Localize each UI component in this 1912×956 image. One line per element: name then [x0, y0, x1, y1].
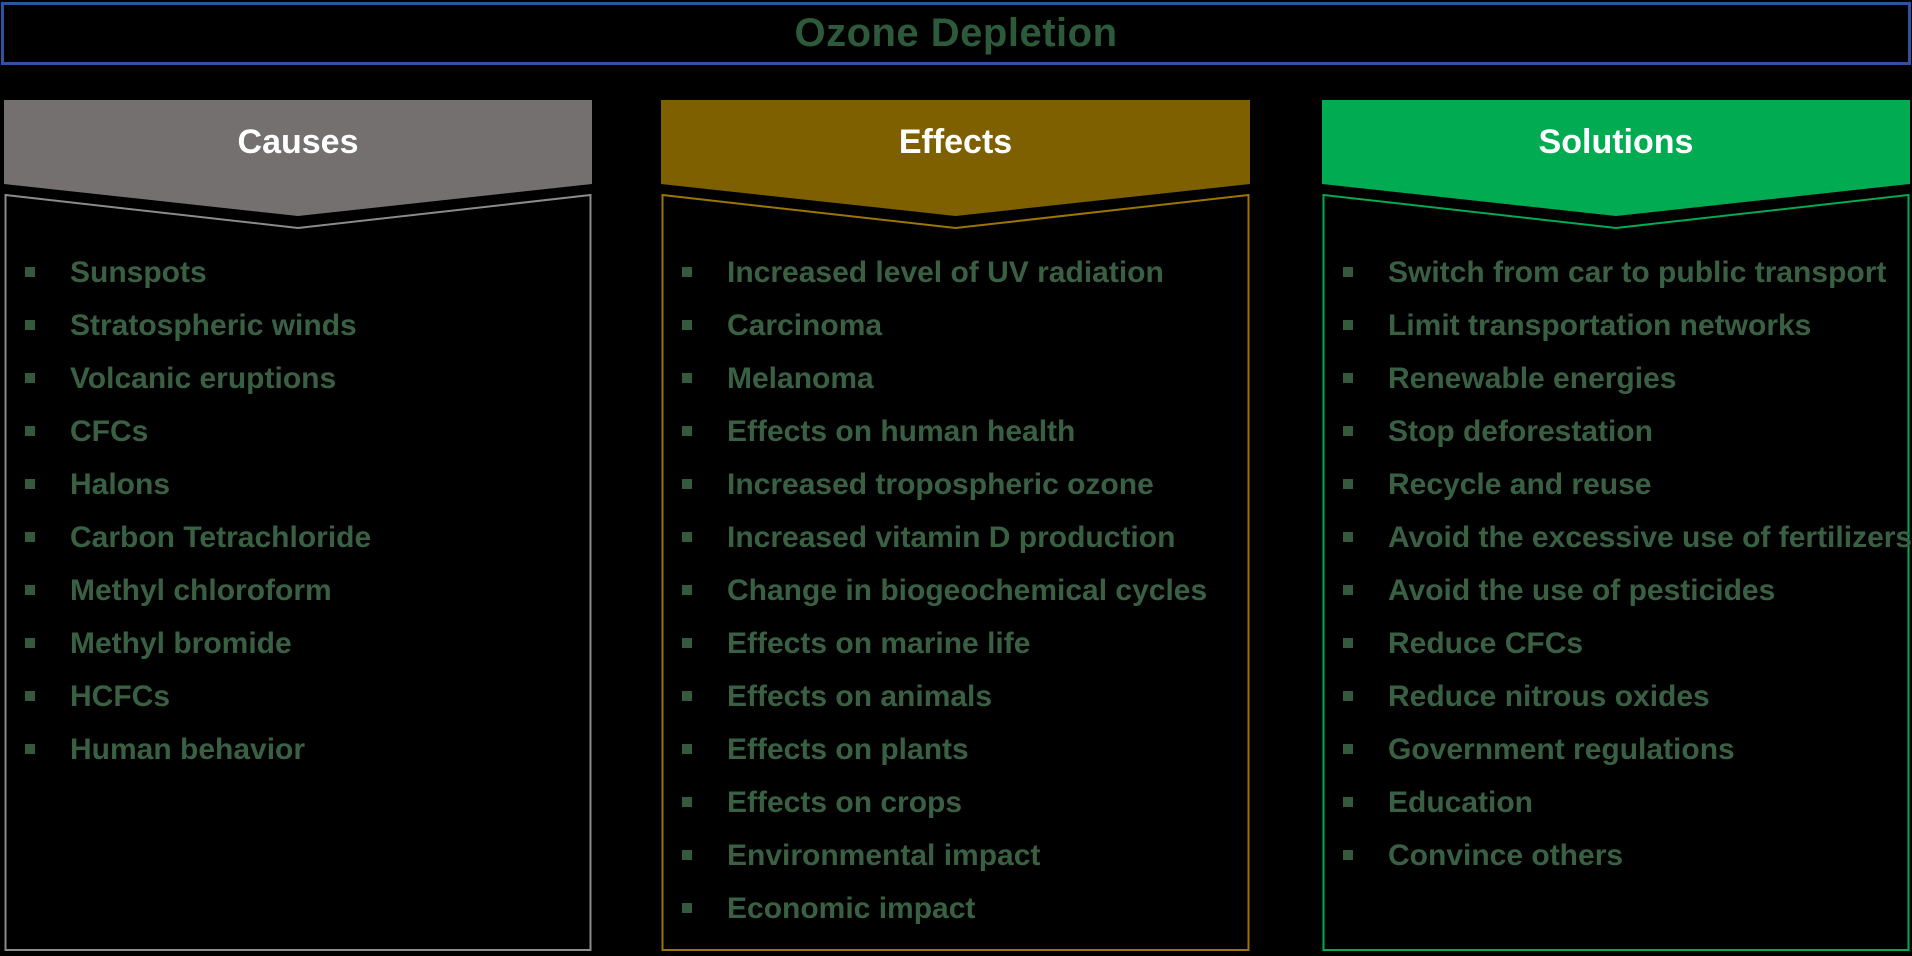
- list-item: Effects on crops: [661, 776, 1244, 829]
- list-item: Increased vitamin D production: [661, 511, 1244, 564]
- causes-shape: [4, 100, 592, 951]
- list-item: Effects on plants: [661, 723, 1244, 776]
- list-item: Methyl bromide: [4, 617, 586, 670]
- list-item: Environmental impact: [661, 829, 1244, 882]
- column-causes: Causes Sunspots Stratospheric winds Volcan…: [4, 100, 592, 952]
- causes-list: Sunspots Stratospheric winds Volcanic erup…: [4, 246, 586, 776]
- list-item: Reduce CFCs: [1322, 617, 1904, 670]
- column-header-effects: Effects: [898, 122, 1013, 161]
- list-item: Economic impact: [661, 882, 1244, 935]
- list-item: HCFCs: [4, 670, 586, 723]
- list-item: Effects on marine life: [661, 617, 1244, 670]
- causes-banner-shape: [4, 100, 592, 216]
- list-item: CFCs: [4, 405, 586, 458]
- list-item: Reduce nitrous oxides: [1322, 670, 1904, 723]
- effects-list: Increased level of UV radiation Carcinoma…: [661, 246, 1244, 935]
- list-item: Volcanic eruptions: [4, 352, 586, 405]
- page-title: Ozone Depletion: [794, 11, 1118, 55]
- solutions-shape: [1322, 100, 1910, 951]
- column-header-causes: Causes: [237, 122, 359, 161]
- list-item: Convince others: [1322, 829, 1904, 882]
- list-item: Government regulations: [1322, 723, 1904, 776]
- list-item: Melanoma: [661, 352, 1244, 405]
- effects-body-outline: [661, 193, 1250, 951]
- effects-shape: [661, 100, 1250, 951]
- effects-banner-shape: [661, 100, 1250, 216]
- column-header-solutions: Solutions: [1538, 122, 1694, 161]
- list-item: Limit transportation networks: [1322, 299, 1904, 352]
- solutions-body-outline: [1322, 193, 1910, 951]
- list-item: Switch from car to public transport: [1322, 246, 1904, 299]
- list-item: Stop deforestation: [1322, 405, 1904, 458]
- list-item: Increased tropospheric ozone: [661, 458, 1244, 511]
- list-item: Recycle and reuse: [1322, 458, 1904, 511]
- list-item: Education: [1322, 776, 1904, 829]
- list-item: Increased level of UV radiation: [661, 246, 1244, 299]
- list-item: Carcinoma: [661, 299, 1244, 352]
- list-item: Sunspots: [4, 246, 586, 299]
- list-item: Effects on human health: [661, 405, 1244, 458]
- list-item: Effects on animals: [661, 670, 1244, 723]
- list-item: Human behavior: [4, 723, 586, 776]
- column-effects: Effects Increased level of UV radiation C…: [661, 100, 1250, 952]
- list-item: Carbon Tetrachloride: [4, 511, 586, 564]
- list-item: Change in biogeochemical cycles: [661, 564, 1244, 617]
- list-item: Avoid the excessive use of fertilizers: [1322, 511, 1912, 564]
- list-item: Avoid the use of pesticides: [1322, 564, 1904, 617]
- solutions-banner-shape: [1322, 100, 1910, 216]
- title-bar: Ozone Depletion: [1, 2, 1911, 65]
- causes-body-outline: [4, 193, 592, 951]
- list-item: Methyl chloroform: [4, 564, 586, 617]
- solutions-list: Switch from car to public transport Limit…: [1322, 246, 1912, 882]
- list-item: Renewable energies: [1322, 352, 1904, 405]
- list-item: Stratospheric winds: [4, 299, 586, 352]
- column-solutions: Solutions Switch from car to public tran…: [1322, 100, 1912, 952]
- list-item: Halons: [4, 458, 586, 511]
